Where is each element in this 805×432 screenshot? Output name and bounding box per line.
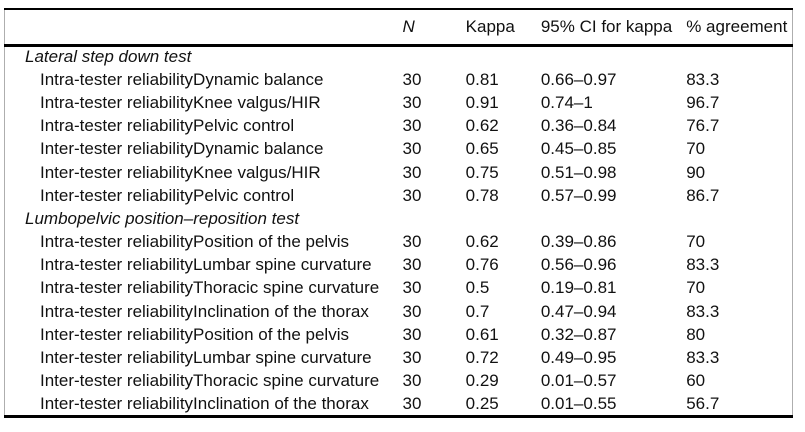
cell-n: 30 [402, 393, 422, 413]
cell-agreement: 83.3 [686, 301, 720, 321]
cell-n: 30 [402, 139, 422, 159]
header-row: N Kappa 95% CI for kappa % agreement [4, 9, 793, 47]
cell-agreement: 96.7 [686, 92, 720, 112]
cell-kappa: 0.65 [465, 139, 499, 159]
cell-n: 30 [402, 116, 422, 136]
cell-n: 30 [402, 185, 422, 205]
table-header: N Kappa 95% CI for kappa % agreement [4, 9, 793, 47]
cell-ci: 0.66–0.97 [540, 69, 617, 89]
table-row: Inter-tester reliabilityInclination of t… [5, 393, 793, 416]
row-label: Intra-tester reliabilityThoracic spine c… [40, 278, 380, 298]
cell-agreement: 86.7 [686, 185, 720, 205]
row-label: Inter-tester reliabilityPosition of the … [40, 324, 349, 344]
cell-ci: 0.39–0.86 [540, 232, 617, 252]
cell-kappa: 0.81 [465, 69, 499, 89]
cell-agreement: 83.3 [686, 69, 720, 89]
cell-ci: 0.74–1 [540, 92, 593, 112]
cell-ci: 0.01–0.55 [540, 393, 617, 413]
table-row: Inter-tester reliabilityKnee valgus/HIR … [5, 161, 793, 184]
header-n: N [402, 9, 466, 47]
cell-agreement: 76.7 [686, 116, 720, 136]
row-label: Intra-tester reliabilityPelvic control [40, 116, 295, 136]
table-row: Inter-tester reliabilityLumbar spine cur… [5, 346, 793, 369]
table-row: Intra-tester reliabilityDynamic balance … [5, 68, 793, 91]
cell-agreement: 60 [686, 371, 706, 391]
table-row: Intra-tester reliabilityPelvic control 3… [5, 115, 793, 138]
cell-kappa: 0.75 [465, 162, 499, 182]
row-label: Intra-tester reliabilityInclination of t… [40, 301, 369, 321]
cell-ci: 0.01–0.57 [540, 371, 617, 391]
reliability-results-table: N Kappa 95% CI for kappa % agreement Lat… [4, 8, 793, 418]
row-label: Inter-tester reliabilityKnee valgus/HIR [40, 162, 321, 182]
table-row: Intra-tester reliabilityKnee valgus/HIR … [5, 91, 793, 114]
row-label: Inter-tester reliabilityPelvic control [40, 185, 295, 205]
table-row: Intra-tester reliabilityThoracic spine c… [5, 277, 793, 300]
cell-n: 30 [402, 371, 422, 391]
cell-kappa: 0.76 [465, 255, 499, 275]
cell-agreement: 70 [686, 139, 706, 159]
cell-n: 30 [402, 301, 422, 321]
cell-ci: 0.45–0.85 [540, 139, 617, 159]
cell-kappa: 0.62 [465, 232, 499, 252]
section-title: Lateral step down test [25, 47, 192, 67]
cell-n: 30 [402, 278, 422, 298]
row-label: Inter-tester reliabilityLumbar spine cur… [40, 348, 372, 368]
cell-n: 30 [402, 69, 422, 89]
cell-n: 30 [402, 348, 422, 368]
cell-n: 30 [402, 162, 422, 182]
table-row: Inter-tester reliabilityPosition of the … [5, 323, 793, 346]
cell-kappa: 0.91 [465, 92, 499, 112]
header-ci: 95% CI for kappa [540, 9, 687, 47]
row-label: Intra-tester reliabilityLumbar spine cur… [40, 255, 372, 275]
table-row: Intra-tester reliabilityLumbar spine cur… [5, 254, 793, 277]
cell-n: 30 [402, 324, 422, 344]
table-row: Inter-tester reliabilityDynamic balance … [5, 138, 793, 161]
cell-ci: 0.47–0.94 [540, 301, 617, 321]
cell-n: 30 [402, 255, 422, 275]
cell-kappa: 0.25 [465, 393, 499, 413]
cell-agreement: 70 [686, 232, 706, 252]
cell-ci: 0.56–0.96 [540, 255, 617, 275]
cell-agreement: 83.3 [686, 348, 720, 368]
cell-agreement: 90 [686, 162, 706, 182]
cell-agreement: 56.7 [686, 393, 720, 413]
table-row: Inter-tester reliabilityPelvic control 3… [5, 184, 793, 207]
cell-agreement: 83.3 [686, 255, 720, 275]
cell-n: 30 [402, 232, 422, 252]
table-row: Intra-tester reliabilityPosition of the … [5, 231, 793, 254]
row-label: Inter-tester reliabilityDynamic balance [40, 139, 324, 159]
cell-n: 30 [402, 92, 422, 112]
cell-agreement: 80 [686, 324, 706, 344]
cell-ci: 0.19–0.81 [540, 278, 617, 298]
section-row: Lateral step down test [5, 45, 793, 68]
section-title: Lumbopelvic position–reposition test [25, 208, 300, 228]
row-label: Intra-tester reliabilityDynamic balance [40, 69, 324, 89]
cell-kappa: 0.72 [465, 348, 499, 368]
cell-ci: 0.57–0.99 [540, 185, 617, 205]
cell-kappa: 0.78 [465, 185, 499, 205]
row-label: Intra-tester reliabilityPosition of the … [40, 232, 349, 252]
cell-kappa: 0.61 [465, 324, 499, 344]
cell-ci: 0.36–0.84 [540, 116, 617, 136]
row-label: Inter-tester reliabilityThoracic spine c… [40, 371, 380, 391]
cell-ci: 0.51–0.98 [540, 162, 617, 182]
cell-ci: 0.49–0.95 [540, 348, 617, 368]
header-agreement: % agreement [686, 9, 793, 47]
cell-agreement: 70 [686, 278, 706, 298]
table-row: Inter-tester reliabilityThoracic spine c… [5, 370, 793, 393]
row-label: Intra-tester reliabilityKnee valgus/HIR [40, 92, 321, 112]
row-label: Inter-tester reliabilityInclination of t… [40, 393, 369, 413]
table-body: Lateral step down test Intra-tester reli… [5, 45, 793, 416]
cell-ci: 0.32–0.87 [540, 324, 617, 344]
section-row: Lumbopelvic position–reposition test [5, 207, 793, 230]
cell-kappa: 0.7 [465, 301, 490, 321]
cell-kappa: 0.62 [465, 116, 499, 136]
cell-kappa: 0.5 [465, 278, 490, 298]
table-row: Intra-tester reliabilityInclination of t… [5, 300, 793, 323]
header-label-column [4, 9, 403, 47]
cell-kappa: 0.29 [465, 371, 499, 391]
header-kappa: Kappa [465, 9, 541, 47]
